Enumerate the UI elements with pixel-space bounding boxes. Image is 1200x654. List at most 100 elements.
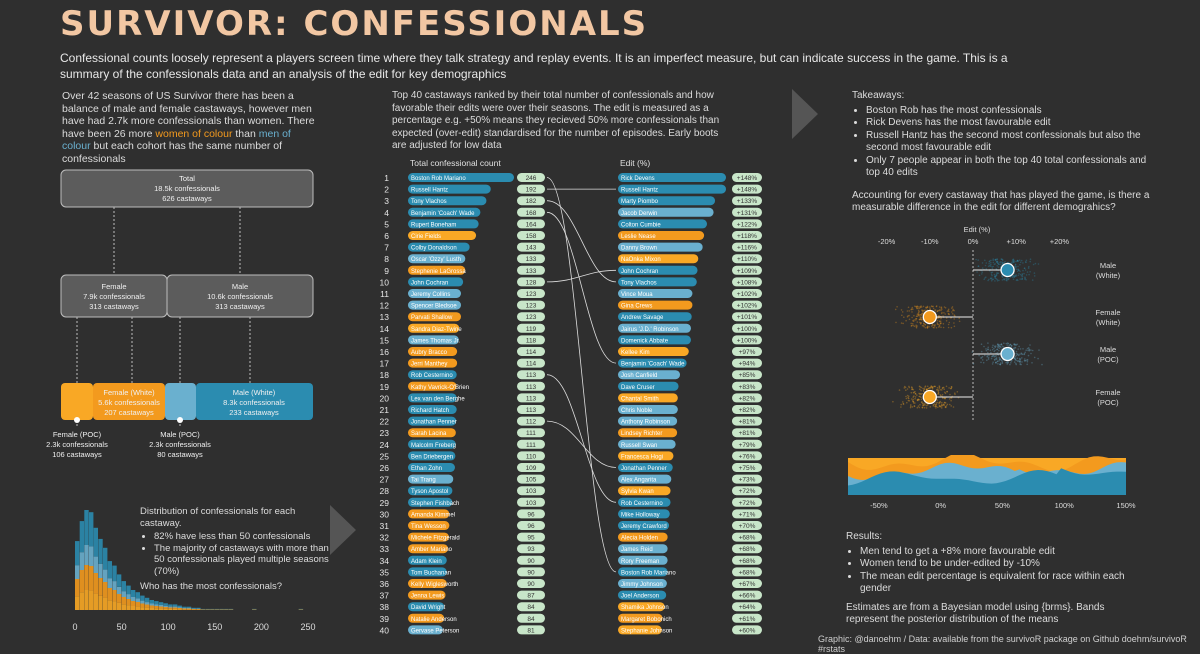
castaway-name: Oscar 'Ozzy' Lusth (411, 257, 461, 263)
count-label: 110 (526, 453, 537, 460)
castaway-name: Mike Holloway (621, 512, 660, 518)
castaway-name: James Thomas Jr. (411, 338, 460, 344)
count-label: 128 (526, 279, 537, 286)
castaway-name: Tony Vlachos (411, 199, 447, 205)
histogram-bar (159, 602, 163, 605)
area-tick-label: -50% (870, 501, 888, 510)
edit-label: +68% (739, 546, 756, 553)
rank-number: 19 (380, 382, 390, 392)
rank-number: 40 (380, 625, 390, 635)
histogram-bar (196, 609, 200, 610)
series-label: (POC) (1097, 355, 1119, 364)
castaway-name: Richard Hatch (411, 408, 449, 414)
histogram-bar (136, 592, 140, 598)
histogram-bar (154, 608, 158, 610)
edit-label: +71% (739, 511, 756, 518)
histogram-bar (122, 604, 126, 610)
histogram-bar (108, 600, 112, 610)
edit-label: +82% (739, 407, 756, 414)
tree-male-white-title: Male (White) (233, 388, 276, 397)
arrow-right-icon (790, 86, 822, 142)
rank-number: 4 (384, 208, 389, 218)
castaway-name: Rob Cesternino (621, 501, 663, 507)
tree-female-cast: 313 castaways (89, 302, 139, 311)
histogram-bar (154, 606, 158, 608)
castaway-name: Alecia Holden (621, 536, 658, 542)
mean-point (1001, 348, 1014, 361)
tree-female-white-cast: 207 castaways (104, 408, 154, 417)
castaway-name: Sylvia Kwan (621, 489, 654, 495)
count-label: 90 (527, 558, 535, 565)
rank-number: 12 (380, 301, 390, 311)
count-label: 123 (526, 314, 537, 321)
count-label: 111 (526, 442, 536, 449)
edit-label: +100% (737, 337, 758, 344)
rank-number: 28 (380, 486, 390, 496)
rank-number: 8 (384, 254, 389, 264)
castaway-name: Sarah Lacina (411, 431, 447, 437)
castaway-name: Stephen Fishbach (411, 501, 459, 507)
rank-number: 33 (380, 544, 390, 554)
connector-line (547, 421, 616, 467)
edit-label: +131% (737, 210, 758, 217)
series-label: Female (1095, 308, 1120, 317)
histogram-bar (75, 541, 79, 565)
rank-number: 36 (380, 579, 390, 589)
castaway-name: Shamika Johnson (621, 605, 669, 611)
histogram-bar (98, 539, 102, 564)
castaway-name: Colton Cumbie (621, 222, 661, 228)
count-label: 113 (526, 395, 537, 402)
histogram-bar (164, 607, 168, 609)
castaway-name: Benjamin 'Coach' Wade (411, 211, 475, 217)
histogram-bar (187, 607, 191, 608)
histogram-bar (75, 565, 79, 579)
castaway-name: Chantal Smith (621, 396, 659, 402)
histogram-bar (178, 606, 182, 608)
takeaway-2: Rick Devens has the most favourable edit (866, 117, 1152, 130)
histogram-bar (140, 596, 144, 601)
count-label: 111 (526, 430, 536, 437)
count-label: 133 (526, 256, 537, 263)
takeaways-title: Takeaways: (852, 90, 1152, 103)
castaway-name: Rick Devens (621, 176, 655, 182)
castaway-name: Tina Wesson (411, 524, 446, 530)
castaway-name: Boston Rob Mariano (621, 570, 676, 576)
histogram-bar (84, 565, 88, 590)
rank-number: 23 (380, 428, 390, 438)
castaway-name: Rory Freeman (621, 559, 659, 565)
castaway-name: Josh Canfield (621, 373, 657, 379)
rank-number: 29 (380, 498, 390, 508)
count-label: 105 (526, 477, 537, 484)
tree-female-title: Female (101, 282, 126, 291)
castaway-name: Jairus 'J.D.' Robinson (621, 327, 679, 333)
edit-tick-label: 0% (968, 237, 979, 246)
edit-demographics-chart: Edit (%)-20%-10%0%+10%+20%Male(White)Fem… (845, 222, 1145, 422)
histogram-bar (196, 608, 200, 609)
edit-axis-title: Edit (%) (964, 225, 991, 234)
result-2: Women tend to be under-edited by -10% (860, 558, 1146, 571)
histogram-bar (84, 545, 88, 565)
women-of-colour-highlight: women of colour (155, 128, 232, 140)
rank-number: 6 (384, 231, 389, 241)
histogram-bar (187, 609, 191, 610)
rank-number: 7 (384, 243, 389, 253)
takeaway-3: Russell Hantz has the second most confes… (866, 130, 1152, 155)
rank-number: 27 (380, 475, 390, 485)
count-label: 84 (527, 616, 535, 623)
intro-text: Confessional counts loosely represent a … (60, 50, 1010, 82)
castaway-name: Stephenie LaGrossa (411, 269, 466, 275)
rank-number: 18 (380, 370, 390, 380)
castaway-name: Ethan Zohn (411, 466, 442, 472)
left-text-2: than (232, 128, 258, 140)
castaway-name: Sandra Diaz-Twine (411, 327, 462, 333)
histogram-bar (80, 521, 84, 552)
castaway-name: Colby Donaldson (411, 246, 457, 252)
castaway-name: Aubry Bracco (411, 350, 448, 356)
series-label: (White) (1096, 318, 1121, 327)
histogram-bar (187, 608, 191, 609)
count-label: 87 (527, 593, 535, 600)
histogram-bar (131, 601, 135, 606)
edit-label: +148% (737, 175, 758, 182)
castaway-name: Jacob Derwin (621, 211, 657, 217)
